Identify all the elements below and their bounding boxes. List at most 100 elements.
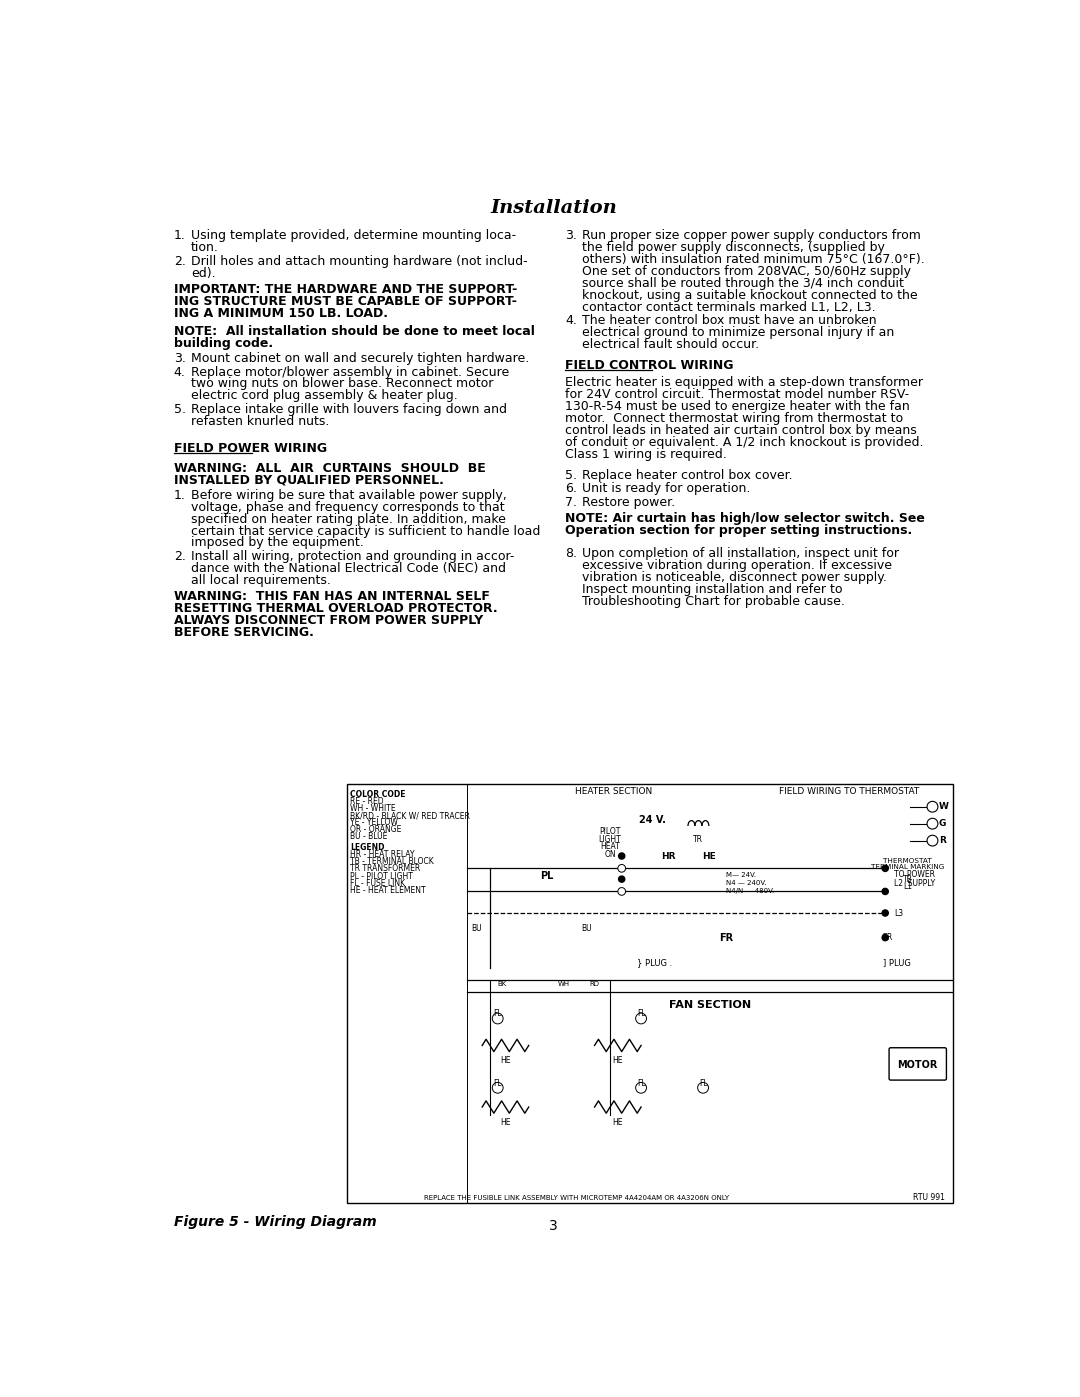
Text: 1.: 1.	[174, 489, 186, 502]
Text: two wing nuts on blower base. Reconnect motor: two wing nuts on blower base. Reconnect …	[191, 377, 494, 391]
Text: electrical ground to minimize personal injury if an: electrical ground to minimize personal i…	[582, 327, 894, 339]
Text: FL: FL	[494, 1009, 502, 1018]
Text: WH: WH	[557, 981, 569, 986]
Text: TB: TB	[903, 875, 913, 883]
Text: Run proper size copper power supply conductors from: Run proper size copper power supply cond…	[582, 229, 921, 242]
Text: refasten knurled nuts.: refasten knurled nuts.	[191, 415, 329, 427]
Text: ON: ON	[605, 849, 616, 859]
Text: Mount cabinet on wall and securely tighten hardware.: Mount cabinet on wall and securely tight…	[191, 352, 529, 365]
Text: Electric heater is equipped with a step-down transformer: Electric heater is equipped with a step-…	[565, 376, 923, 388]
Circle shape	[882, 888, 889, 894]
Text: electric cord plug assembly & heater plug.: electric cord plug assembly & heater plu…	[191, 390, 458, 402]
Text: FIELD POWER WIRING: FIELD POWER WIRING	[174, 441, 327, 455]
Text: the field power supply disconnects, (supplied by: the field power supply disconnects, (sup…	[582, 242, 885, 254]
Text: WARNING:  THIS FAN HAS AN INTERNAL SELF: WARNING: THIS FAN HAS AN INTERNAL SELF	[174, 591, 489, 604]
Text: WH - WHITE: WH - WHITE	[350, 803, 396, 813]
Text: Restore power.: Restore power.	[582, 496, 675, 509]
Text: all local requirements.: all local requirements.	[191, 574, 330, 587]
Circle shape	[882, 935, 889, 940]
Text: R: R	[939, 837, 946, 845]
Text: HR - HEAT RELAY: HR - HEAT RELAY	[350, 851, 415, 859]
Text: ING STRUCTURE MUST BE CAPABLE OF SUPPORT-: ING STRUCTURE MUST BE CAPABLE OF SUPPORT…	[174, 295, 516, 309]
Text: ] PLUG: ] PLUG	[882, 958, 910, 967]
Text: 5.: 5.	[174, 402, 186, 416]
Bar	[347, 784, 953, 1203]
Text: YE - YELLOW: YE - YELLOW	[350, 819, 399, 827]
Text: FR: FR	[719, 933, 733, 943]
Text: L2  SUPPLY: L2 SUPPLY	[894, 879, 935, 888]
Text: Inspect mounting installation and refer to: Inspect mounting installation and refer …	[582, 583, 842, 595]
Text: 4.: 4.	[565, 314, 577, 327]
Text: 3.: 3.	[174, 352, 186, 365]
Text: RTU 991: RTU 991	[913, 1193, 945, 1203]
Text: HE: HE	[500, 1118, 511, 1127]
Text: PL - PILOT LIGHT: PL - PILOT LIGHT	[350, 872, 414, 880]
Text: BU: BU	[472, 923, 482, 933]
Text: for 24V control circuit. Thermostat model number RSV-: for 24V control circuit. Thermostat mode…	[565, 388, 909, 401]
Text: tion.: tion.	[191, 242, 218, 254]
Text: HE: HE	[612, 1118, 623, 1127]
Text: LIGHT: LIGHT	[598, 834, 621, 844]
Text: BK/RD - BLACK W/ RED TRACER: BK/RD - BLACK W/ RED TRACER	[350, 812, 470, 820]
Text: 7.: 7.	[565, 496, 577, 509]
Text: INSTALLED BY QUALIFIED PERSONNEL.: INSTALLED BY QUALIFIED PERSONNEL.	[174, 474, 444, 486]
Text: excessive vibration during operation. If excessive: excessive vibration during operation. If…	[582, 559, 892, 571]
Text: Figure 5 - Wiring Diagram: Figure 5 - Wiring Diagram	[174, 1215, 377, 1229]
Circle shape	[882, 865, 889, 872]
Text: 2.: 2.	[174, 550, 186, 563]
Text: BU: BU	[581, 923, 592, 933]
Text: contactor contact terminals marked L1, L2, L3.: contactor contact terminals marked L1, L…	[582, 300, 876, 314]
Text: Upon completion of all installation, inspect unit for: Upon completion of all installation, ins…	[582, 546, 900, 560]
Text: M— 24V.: M— 24V.	[727, 872, 756, 877]
Text: IMPORTANT: THE HARDWARE AND THE SUPPORT-: IMPORTANT: THE HARDWARE AND THE SUPPORT-	[174, 284, 517, 296]
Text: WARNING:  ALL  AIR  CURTAINS  SHOULD  BE: WARNING: ALL AIR CURTAINS SHOULD BE	[174, 462, 486, 475]
Circle shape	[636, 1083, 647, 1094]
Text: motor.  Connect thermostat wiring from thermostat to: motor. Connect thermostat wiring from th…	[565, 412, 903, 425]
Text: others) with insulation rated minimum 75°C (167.0°F).: others) with insulation rated minimum 75…	[582, 253, 924, 265]
Text: 1.: 1.	[174, 229, 186, 242]
Text: LEGEND: LEGEND	[350, 844, 384, 852]
Circle shape	[636, 1013, 647, 1024]
Text: L3: L3	[894, 908, 904, 918]
Text: HEAT: HEAT	[600, 842, 620, 851]
Text: FL - FUSE LINK: FL - FUSE LINK	[350, 879, 406, 887]
Text: HE - HEAT ELEMENT: HE - HEAT ELEMENT	[350, 886, 427, 894]
Text: FL: FL	[637, 1009, 646, 1018]
Text: REPLACE THE FUSIBLE LINK ASSEMBLY WITH MICROTEMP 4A4204AM OR 4A3206N ONLY: REPLACE THE FUSIBLE LINK ASSEMBLY WITH M…	[424, 1194, 729, 1201]
Text: COLOR CODE: COLOR CODE	[350, 789, 406, 799]
Text: BU - BLUE: BU - BLUE	[350, 833, 388, 841]
Text: N4 — 240V.: N4 — 240V.	[727, 880, 767, 886]
Text: RD: RD	[590, 981, 599, 986]
Text: imposed by the equipment.: imposed by the equipment.	[191, 536, 364, 549]
Text: 6.: 6.	[565, 482, 577, 495]
Text: Installation: Installation	[490, 198, 617, 217]
Circle shape	[927, 819, 937, 828]
Text: TB - TERMINAL BLOCK: TB - TERMINAL BLOCK	[350, 858, 434, 866]
Text: Class 1 wiring is required.: Class 1 wiring is required.	[565, 447, 727, 461]
Text: 3: 3	[549, 1220, 558, 1234]
Circle shape	[492, 1083, 503, 1094]
Circle shape	[882, 909, 889, 916]
Text: G: G	[939, 819, 946, 828]
Text: NOTE:  All installation should be done to meet local: NOTE: All installation should be done to…	[174, 326, 535, 338]
Text: FIELD CONTROL WIRING: FIELD CONTROL WIRING	[565, 359, 733, 373]
Circle shape	[619, 854, 625, 859]
Text: Replace motor/blower assembly in cabinet. Secure: Replace motor/blower assembly in cabinet…	[191, 366, 509, 379]
Text: specified on heater rating plate. In addition, make: specified on heater rating plate. In add…	[191, 513, 505, 525]
Text: THERMOSTAT: THERMOSTAT	[883, 858, 932, 863]
Text: HE: HE	[500, 1056, 511, 1066]
Text: Drill holes and attach mounting hardware (not includ-: Drill holes and attach mounting hardware…	[191, 254, 527, 268]
Circle shape	[618, 887, 625, 895]
Text: HE: HE	[702, 852, 716, 862]
Text: The heater control box must have an unbroken: The heater control box must have an unbr…	[582, 314, 877, 327]
Text: MOTOR: MOTOR	[897, 1060, 937, 1070]
Text: 130-R-54 must be used to energize heater with the fan: 130-R-54 must be used to energize heater…	[565, 400, 909, 412]
Text: TR TRANSFORMER: TR TRANSFORMER	[350, 865, 421, 873]
Circle shape	[927, 835, 937, 847]
Text: } PLUG .: } PLUG .	[637, 958, 673, 967]
Text: HE: HE	[612, 1056, 623, 1066]
Text: N4/N — 480V.: N4/N — 480V.	[727, 888, 774, 894]
Text: NOTE: Air curtain has high/low selector switch. See: NOTE: Air curtain has high/low selector …	[565, 513, 924, 525]
Circle shape	[698, 1083, 708, 1094]
Text: Troubleshooting Chart for probable cause.: Troubleshooting Chart for probable cause…	[582, 595, 845, 608]
